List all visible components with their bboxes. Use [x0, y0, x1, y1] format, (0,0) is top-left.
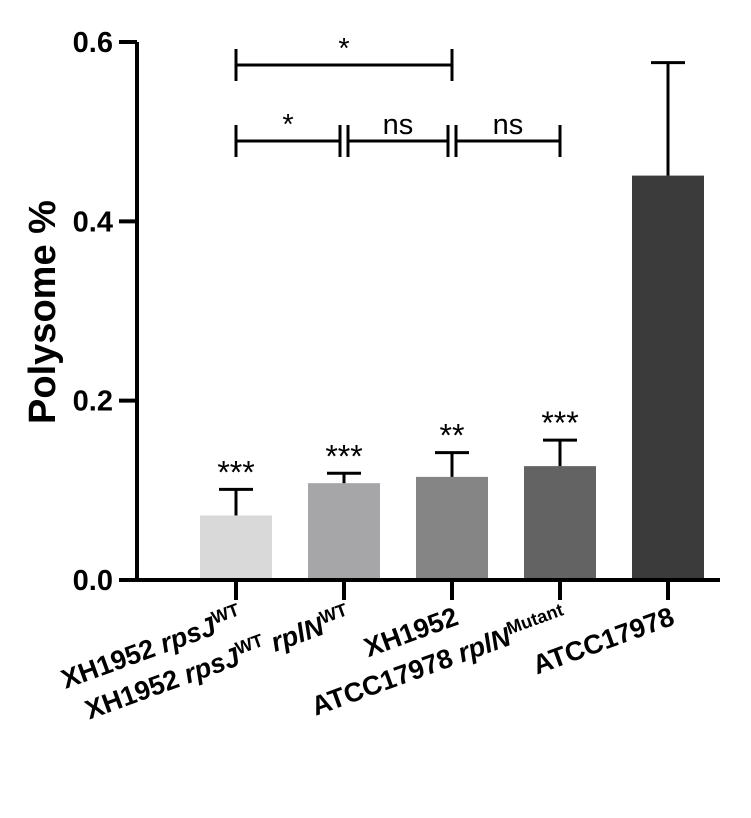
y-tick-label: 0.4	[73, 206, 113, 238]
x-category-label-part: WT	[209, 600, 242, 628]
x-category-label-part: rplN	[260, 611, 329, 660]
comparison-label: ns	[493, 109, 524, 141]
comparison-bracket: *	[234, 109, 342, 157]
significance-annotation: ***	[325, 438, 362, 474]
comparison-label: *	[338, 33, 349, 65]
bar	[524, 466, 596, 580]
plot-area: *** ***** ***** ns ns	[200, 33, 704, 580]
comparison-bracket: ns	[346, 109, 450, 157]
bar	[308, 483, 380, 580]
comparison-bracket: *	[234, 33, 454, 81]
bar	[200, 515, 272, 580]
x-category-label-part: WT	[317, 600, 350, 628]
significance-annotation: **	[440, 418, 465, 454]
y-axis-label: Polysome %	[22, 200, 64, 424]
significance-annotation: ***	[541, 405, 578, 441]
x-category-label-part: Mutant	[504, 600, 566, 639]
y-tick-label: 0.0	[73, 565, 113, 597]
significance-annotation: ***	[217, 454, 254, 490]
y-tick-label: 0.2	[73, 386, 113, 418]
bar	[632, 175, 704, 580]
comparison-bracket: ns	[454, 109, 562, 157]
y-axis: 0.0 0.2 0.4 0.6	[73, 27, 139, 597]
y-tick-label: 0.6	[73, 27, 113, 59]
comparison-label: ns	[383, 109, 414, 141]
comparison-label: *	[282, 109, 293, 141]
bar	[416, 476, 488, 580]
